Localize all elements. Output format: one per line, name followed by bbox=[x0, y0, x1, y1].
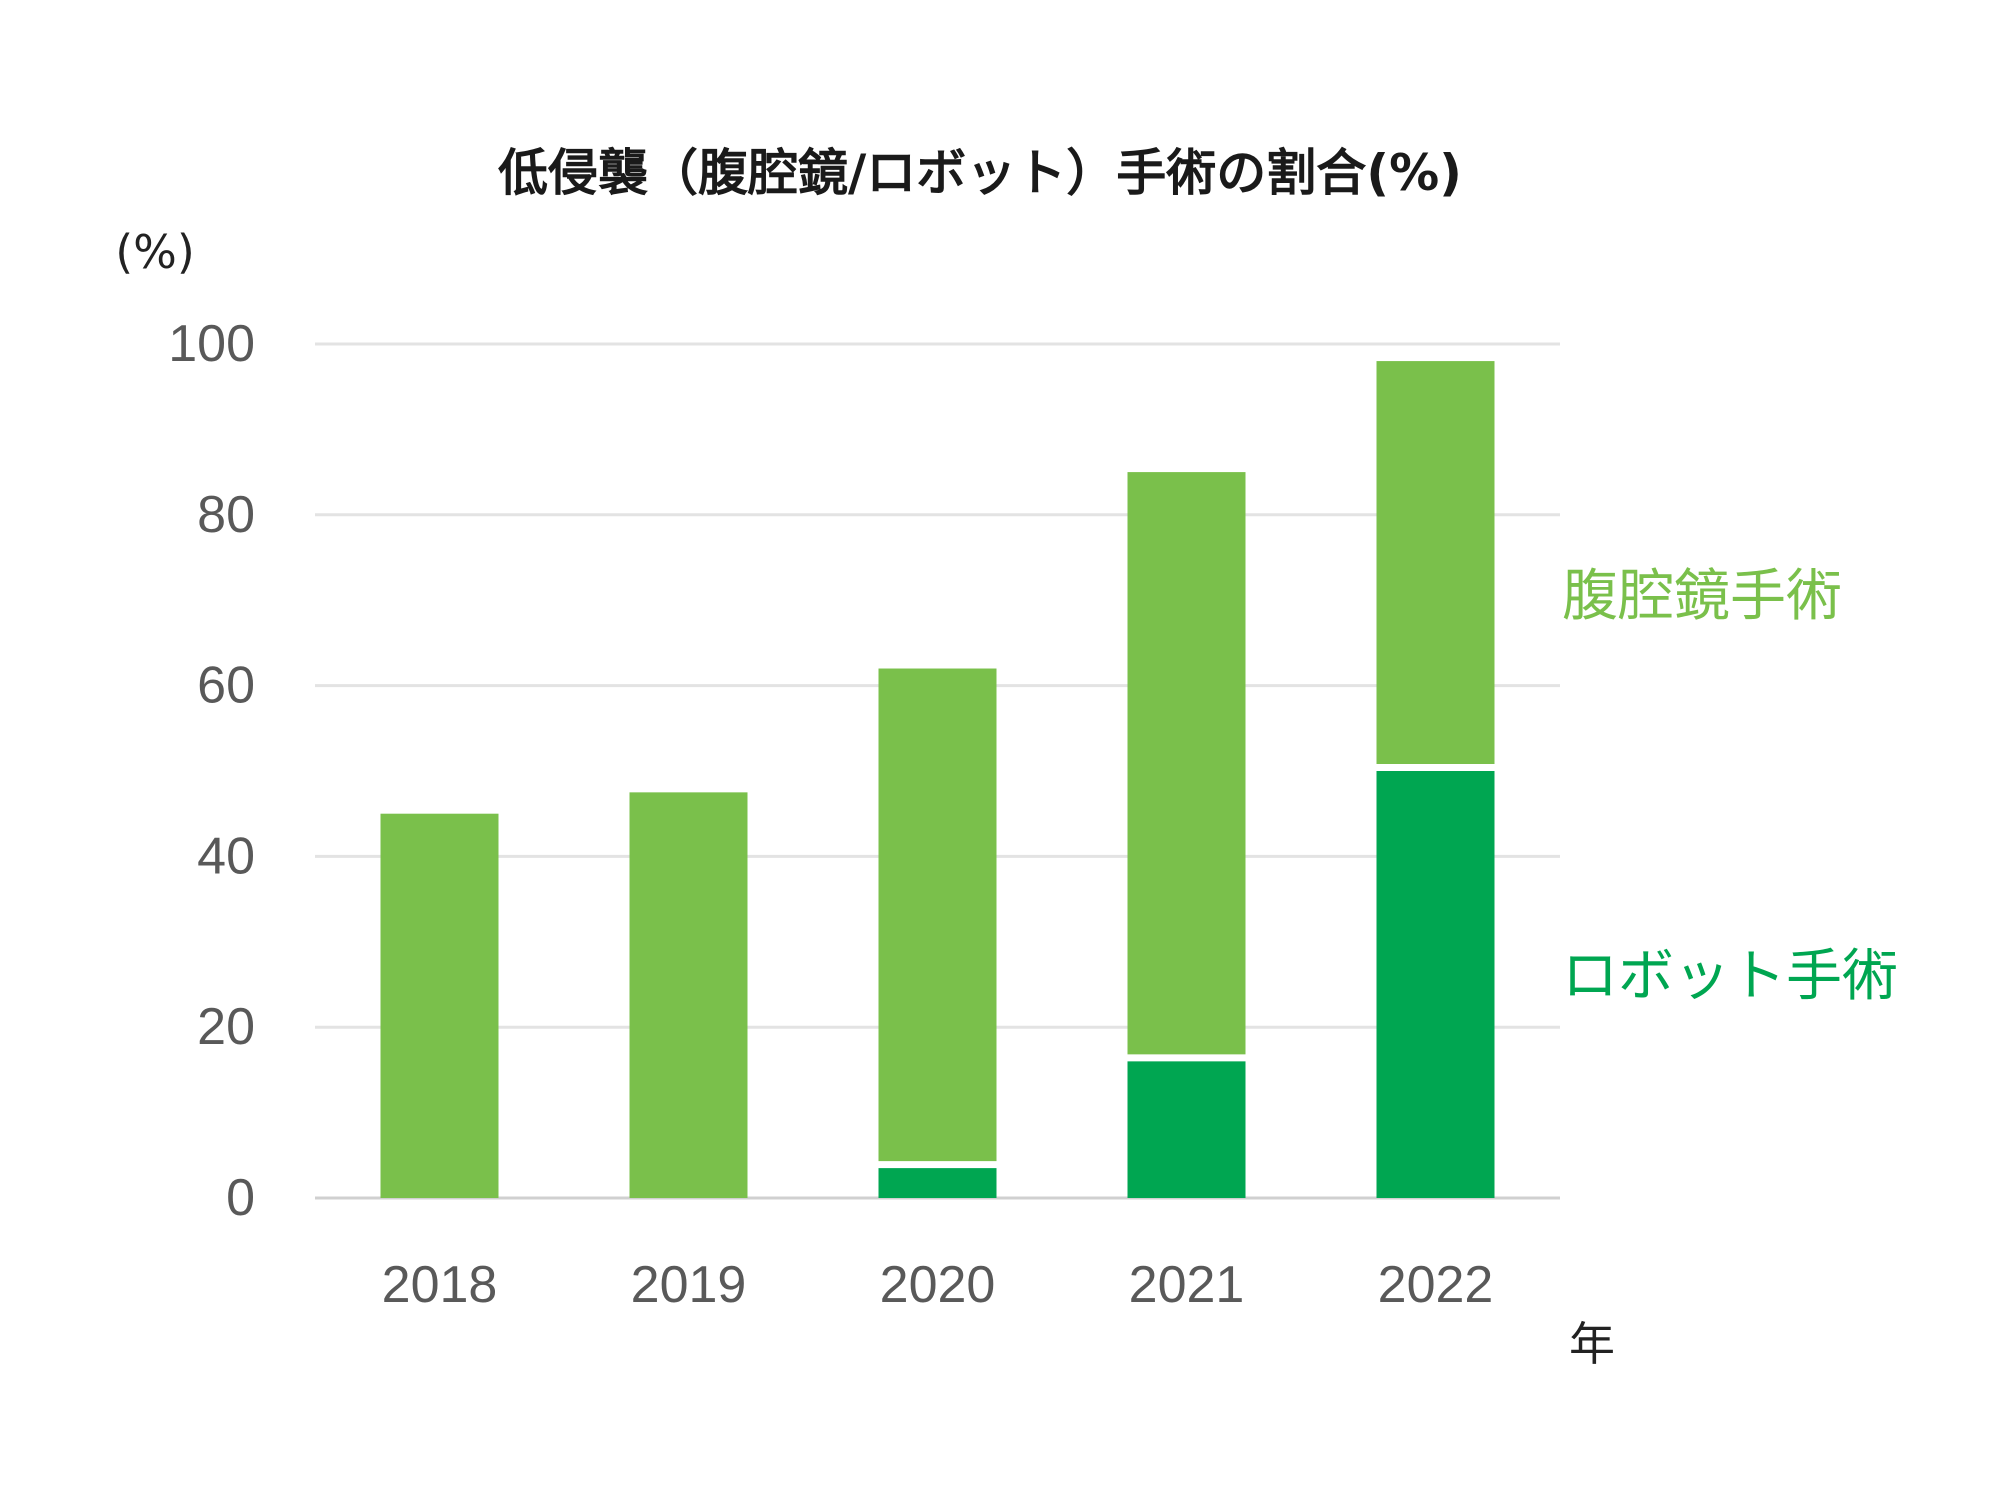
bar-segment-2021-laparoscopic bbox=[1127, 472, 1246, 1055]
x-axis-unit-label: 年 bbox=[1569, 1317, 1615, 1371]
y-tick-label: 80 bbox=[197, 486, 255, 544]
x-category-label: 2018 bbox=[382, 1256, 498, 1314]
y-tick-label: 100 bbox=[168, 315, 255, 373]
bar-segment-2019-laparoscopic bbox=[629, 792, 748, 1198]
x-category-label: 2021 bbox=[1129, 1256, 1245, 1314]
y-tick-label: 0 bbox=[226, 1169, 255, 1227]
y-tick-label: 20 bbox=[197, 998, 255, 1056]
y-tick-label: 40 bbox=[197, 827, 255, 885]
bars bbox=[380, 361, 1495, 1198]
x-category-label: 2022 bbox=[1378, 1256, 1494, 1314]
bar-segment-2020-laparoscopic bbox=[878, 668, 997, 1162]
x-axis-categories: 2018 2019 2020 2021 2022 bbox=[382, 1256, 1494, 1314]
bar-segment-2021-robot bbox=[1127, 1061, 1246, 1198]
x-category-label: 2019 bbox=[631, 1256, 747, 1314]
bar-segment-2018-laparoscopic bbox=[380, 813, 499, 1198]
bar-segment-2022-laparoscopic bbox=[1376, 361, 1495, 764]
y-axis-ticks: 0 20 40 60 80 100 bbox=[168, 315, 255, 1227]
bar-segment-2020-robot bbox=[878, 1168, 997, 1198]
y-axis-unit-label: (%) bbox=[115, 225, 195, 279]
x-category-label: 2020 bbox=[880, 1256, 996, 1314]
bar-segment-2022-robot bbox=[1376, 771, 1495, 1198]
series-label-robot: ロボット手術 bbox=[1562, 944, 1898, 1009]
series-label-laparoscopic: 腹腔鏡手術 bbox=[1562, 564, 1842, 629]
chart-title: 低侵襲（腹腔鏡/ロボット）手術の割合(%) bbox=[498, 144, 1462, 202]
y-tick-label: 60 bbox=[197, 657, 255, 715]
